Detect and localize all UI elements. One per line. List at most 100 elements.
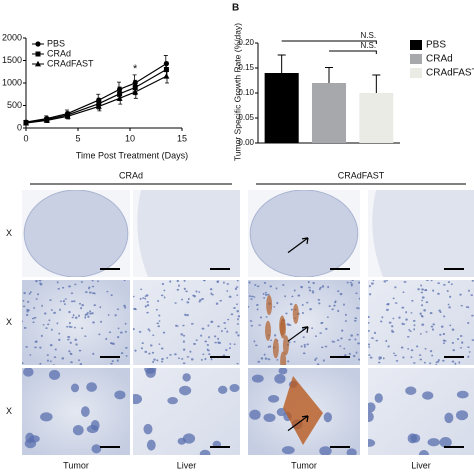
nucleus xyxy=(70,383,80,393)
nucleus xyxy=(398,316,401,319)
nucleus xyxy=(413,328,416,331)
nucleus xyxy=(387,302,390,305)
nucleus xyxy=(311,290,315,293)
nucleus xyxy=(157,300,160,302)
legend-label: CRAdFAST xyxy=(47,58,94,68)
significance-bracket xyxy=(329,50,377,54)
nucleus xyxy=(218,385,228,394)
nucleus xyxy=(269,345,272,348)
nucleus xyxy=(40,334,43,337)
legend-label: PBS xyxy=(47,38,65,48)
nucleus xyxy=(274,373,286,384)
nucleus xyxy=(248,305,250,308)
nucleus xyxy=(176,288,180,291)
nucleus xyxy=(223,321,226,324)
nucleus xyxy=(461,341,464,344)
nucleus xyxy=(357,342,360,345)
nucleus xyxy=(80,281,83,283)
nucleus xyxy=(226,290,229,292)
nucleus xyxy=(177,437,186,445)
nucleus xyxy=(355,292,358,295)
nucleus xyxy=(133,295,135,298)
nucleus xyxy=(344,313,347,316)
nucleus xyxy=(236,323,240,325)
nucleus xyxy=(74,316,78,319)
nucleus xyxy=(471,314,474,317)
nucleus xyxy=(68,325,71,328)
nucleus xyxy=(186,314,189,317)
y-tick-label: 0.05 xyxy=(238,113,254,122)
nucleus xyxy=(39,362,42,365)
nucleus xyxy=(356,333,359,336)
y-tick-label: 2000 xyxy=(2,32,22,42)
nucleus xyxy=(256,303,259,307)
nucleus xyxy=(138,330,142,333)
nucleus xyxy=(78,349,82,352)
nucleus xyxy=(48,319,51,322)
nucleus xyxy=(78,359,80,362)
nucleus xyxy=(221,330,223,333)
nucleus xyxy=(35,298,38,300)
nucleus xyxy=(143,423,153,435)
nucleus xyxy=(407,348,410,350)
nucleus xyxy=(226,283,230,285)
nucleus xyxy=(163,289,166,292)
nucleus xyxy=(81,327,84,330)
nucleus xyxy=(249,320,253,322)
nucleus xyxy=(429,311,433,315)
image-bg xyxy=(133,280,240,365)
nucleus xyxy=(68,321,71,325)
nucleus xyxy=(336,339,340,342)
nucleus xyxy=(383,280,387,283)
nucleus xyxy=(161,282,165,285)
nucleus xyxy=(354,317,358,320)
nucleus xyxy=(268,395,280,403)
nucleus xyxy=(276,301,279,305)
nucleus xyxy=(311,291,315,294)
nucleus xyxy=(49,299,52,301)
nucleus xyxy=(208,353,211,356)
nucleus xyxy=(438,309,441,312)
nucleus xyxy=(448,306,451,309)
nucleus xyxy=(58,332,61,335)
nucleus xyxy=(470,294,474,296)
nucleus xyxy=(337,290,340,293)
nucleus xyxy=(343,347,346,350)
nucleus xyxy=(199,449,211,455)
nucleus xyxy=(22,362,24,365)
nucleus xyxy=(450,283,453,286)
arrow xyxy=(287,415,309,432)
nucleus xyxy=(22,305,26,308)
nucleus xyxy=(85,291,88,294)
nucleus xyxy=(116,308,119,311)
nucleus xyxy=(84,316,87,319)
nucleus xyxy=(39,282,42,284)
nucleus xyxy=(53,356,57,359)
nucleus xyxy=(22,299,25,302)
nucleus xyxy=(267,345,270,348)
nucleus xyxy=(40,412,53,422)
nucleus xyxy=(388,321,392,324)
nucleus xyxy=(156,359,159,362)
nucleus xyxy=(201,327,205,330)
nucleus xyxy=(254,283,257,286)
nucleus xyxy=(163,296,166,299)
nucleus xyxy=(236,294,239,296)
nucleus xyxy=(144,305,147,308)
nucleus xyxy=(421,288,424,291)
nucleus xyxy=(293,340,296,343)
nucleus xyxy=(52,364,55,365)
nucleus xyxy=(204,340,208,343)
stain xyxy=(266,295,273,316)
nucleus xyxy=(182,324,185,327)
nucleus xyxy=(275,287,278,290)
nucleus xyxy=(117,336,120,339)
nucleus xyxy=(442,283,446,286)
nucleus xyxy=(371,282,374,285)
nucleus xyxy=(92,321,95,324)
nucleus xyxy=(368,346,371,348)
nucleus xyxy=(234,287,238,291)
nucleus xyxy=(48,369,61,381)
nucleus xyxy=(110,342,114,345)
nucleus xyxy=(140,288,143,291)
